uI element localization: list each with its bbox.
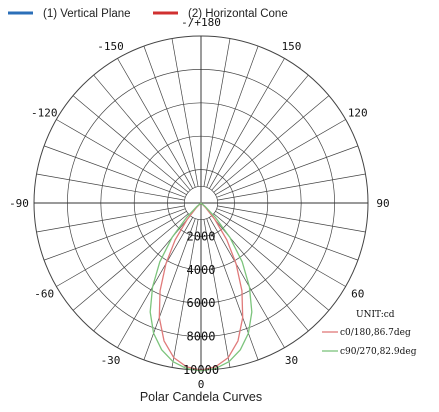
angle-label: 0: [198, 378, 205, 391]
grid-spoke: [213, 213, 330, 311]
grid-spoke: [117, 217, 193, 348]
chart-caption: Polar Candela Curves: [140, 390, 262, 404]
grid-spoke: [217, 173, 366, 201]
grid-spoke: [36, 173, 185, 201]
series-line-c90: [149, 202, 253, 372]
angle-label: -/+180: [181, 16, 221, 29]
series-label-c0: c0/180,86.7deg: [340, 328, 411, 338]
grid-spoke: [203, 219, 231, 368]
grid-spoke: [72, 95, 189, 193]
grid-spoke: [43, 208, 186, 261]
radial-tick-label: 4000: [187, 263, 216, 277]
grid-spoke: [43, 145, 186, 198]
radial-tick-label: 2000: [187, 229, 216, 243]
grid-spoke: [206, 45, 259, 188]
grid-spoke: [209, 217, 285, 348]
candela-curves: [149, 202, 253, 372]
grid-spoke: [203, 38, 231, 187]
grid-spoke: [209, 58, 285, 189]
radial-tick-label: 6000: [187, 296, 216, 310]
grid-spoke: [117, 58, 193, 189]
grid-spoke: [56, 211, 187, 287]
grid-spoke: [215, 211, 346, 287]
angle-label: 30: [285, 354, 298, 367]
grid-spoke: [171, 38, 199, 187]
grid-spoke: [215, 119, 346, 195]
grid-spoke: [143, 45, 196, 188]
legend: (1) Vertical Plane (2) Horizontal Cone: [8, 8, 288, 20]
angle-labels: -/+180 -150 150 -120 120 -90 90 -60 60 -30 30 0: [9, 16, 390, 391]
polar-grid: [33, 35, 369, 371]
series-label-c90: c90/270,82.9deg: [340, 347, 417, 357]
angle-label: 60: [351, 288, 364, 301]
unit-label: UNIT:cd: [356, 310, 395, 320]
angle-label: -90: [9, 197, 29, 210]
legend-label-vertical-plane: (1) Vertical Plane: [43, 8, 131, 20]
grid-spoke: [211, 74, 309, 191]
angle-label: 120: [348, 107, 368, 120]
angle-label: -120: [31, 107, 58, 120]
grid-spoke: [213, 95, 330, 193]
legend-label-horizontal-cone: (2) Horizontal Cone: [188, 8, 288, 20]
angle-label: -150: [97, 40, 124, 53]
unit-annotation: UNIT:cd c0/180,86.7deg c90/270,82.9deg: [322, 310, 417, 357]
angle-label: 150: [282, 40, 302, 53]
grid-spoke: [93, 74, 191, 191]
grid-spoke: [217, 205, 366, 233]
grid-spoke: [216, 208, 359, 261]
grid-spoke: [171, 219, 199, 368]
grid-spoke: [143, 218, 196, 361]
radial-tick-label: 10000: [183, 363, 219, 377]
angle-label: 90: [376, 197, 389, 210]
grid-spoke: [56, 119, 187, 195]
radial-tick-label: 8000: [187, 330, 216, 344]
grid-spoke: [36, 205, 185, 233]
grid-spoke: [72, 213, 189, 311]
grid-spoke: [216, 145, 359, 198]
angle-label: -60: [34, 288, 54, 301]
radial-tick-labels: 2000 4000 6000 8000 10000: [183, 229, 219, 377]
grid-spoke: [206, 218, 259, 361]
angle-label: -30: [101, 354, 121, 367]
series-line-c0: [158, 202, 244, 371]
